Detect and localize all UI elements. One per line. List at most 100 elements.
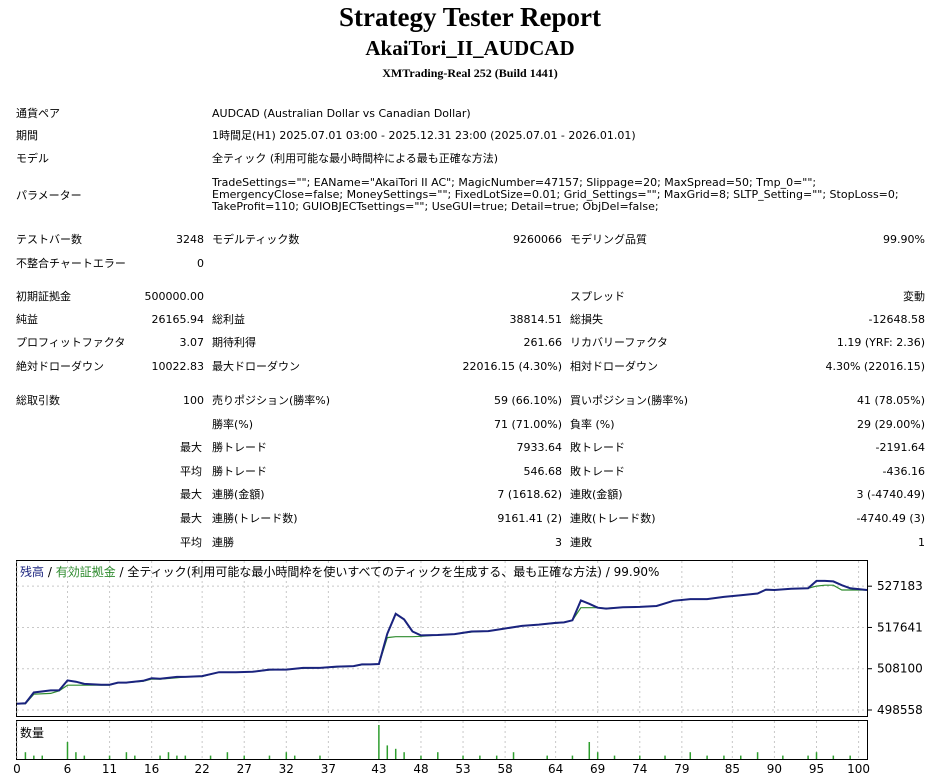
balance-line xyxy=(16,579,868,705)
mismatch-label: 不整合チャートエラー xyxy=(16,257,126,270)
x-tick-label: 6 xyxy=(64,762,72,776)
period-value: 1時間足(H1) 2025.07.01 03:00 - 2025.12.31 2… xyxy=(212,129,636,142)
consec-loss-amt-label: 連敗(金額) xyxy=(570,488,623,501)
y-tick-label: 508100 xyxy=(877,662,923,676)
consec-loss-amt-value: 3 (-4740.49) xyxy=(856,488,925,501)
pf-value: 3.07 xyxy=(179,336,205,349)
report-build: XMTrading-Real 252 (Build 1441) xyxy=(382,66,558,80)
max-loss-value: -2191.64 xyxy=(875,441,925,454)
avg-consec-win-label: 連勝 xyxy=(212,536,234,549)
rel-dd-value: 4.30% (22016.15) xyxy=(825,360,925,373)
winrate-value: 71 (71.00%) xyxy=(493,418,562,431)
lossrate-label: 負率 (%) xyxy=(570,418,615,431)
x-tick-label: 100 xyxy=(847,762,870,776)
consec-loss-cnt-label: 連敗(トレード数) xyxy=(570,512,656,525)
report-subtitle: AkaiTori_II_AUDCAD xyxy=(365,36,575,60)
gross-profit-label: 総利益 xyxy=(212,313,245,326)
x-tick-label: 74 xyxy=(632,762,647,776)
y-tick-label: 527183 xyxy=(877,579,923,593)
balance-chart: 498558 508100 517641 527183 残高 / 有効証拠金 / 全テ… xyxy=(16,560,923,760)
model-value: 全ティック (利用可能な最小時間枠による最も正確な方法) xyxy=(212,152,499,165)
x-tick-label: 11 xyxy=(102,762,117,776)
abs-dd-label: 絶対ドローダウン xyxy=(16,360,104,373)
total-value: 100 xyxy=(183,394,204,407)
expected-label: 期待利得 xyxy=(212,336,256,349)
buy-value: 41 (78.05%) xyxy=(856,394,925,407)
avg-loss-label: 敗トレード xyxy=(570,465,625,478)
pair-value: AUDCAD (Australian Dollar vs Canadian Do… xyxy=(212,107,471,120)
deposit-label: 初期証拠金 xyxy=(16,290,71,303)
gross-loss-label: 総損失 xyxy=(570,313,603,326)
x-tick-label: 53 xyxy=(455,762,470,776)
consec-cnt-prefix: 最大 xyxy=(180,512,202,525)
lossrate-value: 29 (29.00%) xyxy=(856,418,925,431)
main-plot-frame xyxy=(16,560,868,717)
chart-series xyxy=(16,579,868,705)
x-axis: 0 6 11 16 22 27 32 37 43 48 53 58 64 69 74 79 85 90 95 100 xyxy=(13,762,870,776)
recovery-label: リカバリーファクタ xyxy=(570,336,668,349)
x-tick-label: 85 xyxy=(725,762,740,776)
deposit-value: 500000.00 xyxy=(144,290,205,303)
consec-win-cnt-value: 9161.41 (2) xyxy=(497,512,562,525)
chart-grid xyxy=(16,561,867,759)
chart-legend: 残高 / 有効証拠金 / 全ティック(利用可能な最小時間枠を使いすべてのティック… xyxy=(20,564,659,579)
x-tick-label: 0 xyxy=(13,762,21,776)
y-axis-ticks: 498558 508100 517641 527183 xyxy=(867,579,923,717)
quality-value: 99.90% xyxy=(883,233,925,246)
legend-description: / 全ティック(利用可能な最小時間枠を使いすべてのティックを生成する、最も正確な… xyxy=(116,564,660,579)
net-value: 26165.94 xyxy=(151,313,205,326)
max-dd-label: 最大ドローダウン xyxy=(212,360,300,373)
bars-label: テストバー数 xyxy=(16,233,82,246)
consec-amt-prefix: 最大 xyxy=(180,488,202,501)
recovery-value: 1.19 (YRF: 2.36) xyxy=(836,336,925,349)
x-tick-label: 95 xyxy=(809,762,824,776)
expected-value: 261.66 xyxy=(523,336,563,349)
x-tick-label: 32 xyxy=(279,762,294,776)
x-tick-label: 64 xyxy=(548,762,563,776)
period-label: 期間 xyxy=(16,129,38,142)
params-label: パラメーター xyxy=(16,189,82,202)
total-label: 総取引数 xyxy=(16,394,60,407)
avg-loss-value: -436.16 xyxy=(882,465,925,478)
consec-loss-cnt-value: -4740.49 (3) xyxy=(856,512,925,525)
volume-label: 数量 xyxy=(20,725,44,740)
avg-consec-loss-label: 連敗 xyxy=(570,536,592,549)
avg-win-prefix: 平均 xyxy=(180,465,202,478)
max-win-label: 勝トレード xyxy=(212,441,267,454)
ticks-label: モデルティック数 xyxy=(212,233,300,246)
avg-win-label: 勝トレード xyxy=(212,465,267,478)
net-label: 純益 xyxy=(16,313,38,326)
sell-label: 売りポジション(勝率%) xyxy=(212,394,331,407)
legend-equity: 有効証拠金 xyxy=(56,564,116,579)
max-dd-value: 22016.15 (4.30%) xyxy=(462,360,562,373)
x-tick-label: 69 xyxy=(590,762,605,776)
ticks-value: 9260066 xyxy=(513,233,562,246)
legend-balance: 残高 xyxy=(20,564,44,579)
spread-label: スプレッド xyxy=(570,290,625,303)
x-tick-label: 16 xyxy=(144,762,159,776)
abs-dd-value: 10022.83 xyxy=(151,360,205,373)
spread-value: 変動 xyxy=(903,290,925,303)
x-tick-label: 79 xyxy=(674,762,689,776)
x-tick-label: 37 xyxy=(321,762,336,776)
max-win-prefix: 最大 xyxy=(180,441,202,454)
y-tick-label: 498558 xyxy=(877,703,923,717)
x-tick-label: 48 xyxy=(413,762,428,776)
x-axis-ticks: 0 6 11 16 22 27 32 37 43 48 53 58 64 69 74 79 85 90 95 100 xyxy=(13,762,870,776)
pair-label: 通貨ペア xyxy=(16,107,60,120)
quality-label: モデリング品質 xyxy=(570,233,647,246)
consec-win-cnt-label: 連勝(トレード数) xyxy=(212,512,298,525)
avg-consec-loss-value: 1 xyxy=(918,536,925,549)
bars-value: 3248 xyxy=(176,233,204,246)
avg-win-value: 546.68 xyxy=(523,465,563,478)
legend-sep: / xyxy=(44,565,56,579)
rel-dd-label: 相対ドローダウン xyxy=(570,360,658,373)
x-tick-label: 58 xyxy=(497,762,512,776)
avg-consec-win-value: 3 xyxy=(555,536,562,549)
x-tick-label: 43 xyxy=(371,762,386,776)
x-tick-label: 22 xyxy=(195,762,210,776)
params-value: TradeSettings=""; EAName="AkaiTori II AC… xyxy=(212,176,899,213)
max-win-value: 7933.64 xyxy=(516,441,563,454)
buy-label: 買いポジション(勝率%) xyxy=(570,394,689,407)
consec-win-amt-value: 7 (1618.62) xyxy=(497,488,562,501)
